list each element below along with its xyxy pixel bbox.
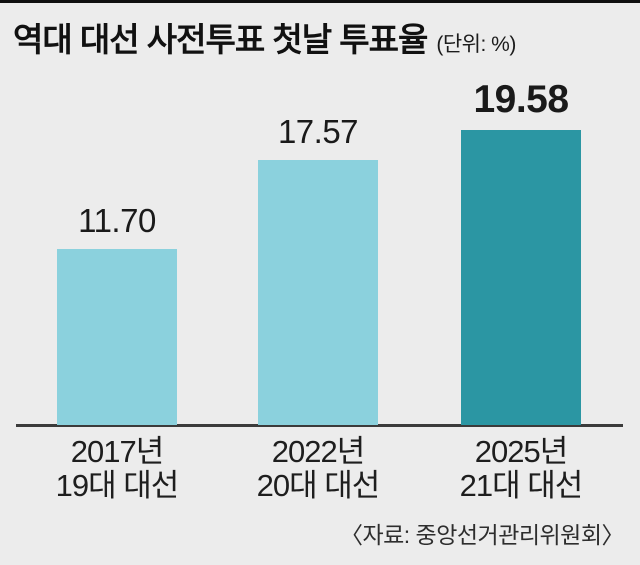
bar <box>258 160 378 425</box>
category-label: 2017년 19대 대선 <box>7 435 227 503</box>
unit-label: (단위: %) <box>436 33 516 56</box>
category-label: 2022년 20대 대선 <box>208 435 428 503</box>
bar <box>57 249 177 425</box>
category-label-line: 21대 대선 <box>459 468 584 503</box>
category-label-line: 2022년 <box>271 434 365 469</box>
bar <box>461 130 581 425</box>
title-row: 역대 대선 사전투표 첫날 투표율 (단위: %) <box>13 13 630 61</box>
bar-group: 11.70 <box>7 204 227 425</box>
bar-group: 17.57 <box>208 115 428 425</box>
x-axis-line <box>16 424 623 427</box>
category-label-line: 2017년 <box>70 434 164 469</box>
value-label: 19.58 <box>473 78 569 121</box>
plot-area: 11.70 2017년 19대 대선 17.57 2022년 20대 대선 19.58 202… <box>0 3 640 565</box>
category-label-line: 19대 대선 <box>55 468 180 503</box>
chart-title: 역대 대선 사전투표 첫날 투표율 <box>13 21 428 58</box>
value-label: 17.57 <box>277 113 359 150</box>
category-label: 2025년 21대 대선 <box>411 435 631 503</box>
source-label: 〈자료: 중앙선거관리위원회〉 <box>339 522 625 548</box>
category-label-line: 2025년 <box>474 434 568 469</box>
value-label: 11.70 <box>78 202 156 239</box>
category-label-line: 20대 대선 <box>256 468 381 503</box>
bar-group: 19.58 <box>411 80 631 425</box>
